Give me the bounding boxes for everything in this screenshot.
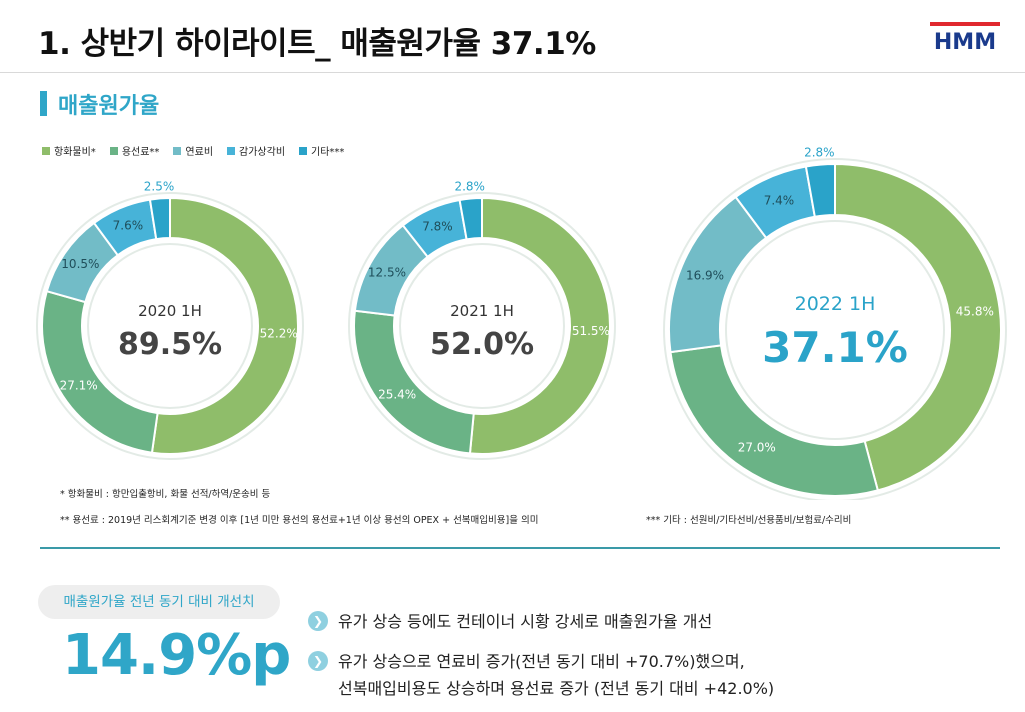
legend-swatch bbox=[227, 146, 236, 155]
segment-label: 10.5% bbox=[61, 257, 99, 271]
chevron-right-icon: ❯ bbox=[308, 651, 328, 671]
donut-segment bbox=[45, 221, 120, 304]
footnote-charter: ** 용선료 : 2019년 리스회계기준 변경 이후 [1년 미만 용선의 용… bbox=[60, 515, 539, 526]
summary-bullet-1: ❯ 유가 상승 등에도 컨테이너 시황 강세로 매출원가율 개선 bbox=[308, 608, 712, 635]
ratio-value: 89.5% bbox=[118, 327, 222, 362]
page-title: 1. 상반기 하이라이트_ 매출원가율 37.1% bbox=[38, 26, 596, 62]
legend-item-depreciation: 감가상각비 bbox=[227, 143, 285, 158]
donut-segment bbox=[468, 196, 611, 455]
legend-item-charter: 용선료** bbox=[109, 143, 160, 158]
legend-swatch bbox=[42, 146, 50, 155]
improvement-label-pill: 매출원가율 전년 동기 대비 개선치 bbox=[38, 585, 280, 619]
segment-label: 45.8% bbox=[956, 305, 994, 319]
segment-label: 7.4% bbox=[764, 194, 795, 208]
ratio-value: 52.0% bbox=[430, 327, 534, 362]
outer-guide-ring bbox=[36, 192, 304, 460]
legend-label: 기타*** bbox=[311, 147, 345, 158]
legend-label: 항화물비* bbox=[54, 147, 96, 158]
donut-segment bbox=[353, 223, 430, 317]
legend-label: 감가상각비 bbox=[239, 147, 286, 158]
outer-guide-ring bbox=[663, 158, 1007, 500]
donut-segment bbox=[804, 162, 836, 218]
segment-label: 7.8% bbox=[422, 220, 453, 234]
ratio-value: 37.1% bbox=[762, 323, 908, 372]
segment-label: 51.5% bbox=[572, 324, 610, 338]
segment-label: 7.6% bbox=[113, 218, 144, 232]
bullet-text: 유가 상승으로 연료비 증가(전년 동기 대비 +70.7%)했으며, 선복매입… bbox=[338, 648, 774, 702]
donut-segment bbox=[353, 309, 475, 455]
segment-label: 27.1% bbox=[60, 378, 98, 392]
section-divider bbox=[40, 547, 1000, 549]
legend-swatch bbox=[299, 146, 308, 155]
segment-label: 2.8% bbox=[804, 146, 835, 160]
logo-text: HMM bbox=[934, 30, 996, 52]
legend-label: 연료비 bbox=[185, 147, 214, 158]
donut-segment bbox=[150, 196, 299, 455]
segment-label: 12.5% bbox=[368, 266, 406, 280]
donut-segment bbox=[458, 196, 483, 241]
inner-guide-ring bbox=[87, 243, 253, 409]
segment-label: 52.2% bbox=[260, 327, 298, 341]
segment-label: 16.9% bbox=[686, 268, 724, 282]
legend-swatch bbox=[173, 146, 182, 155]
improvement-value: 14.9%p bbox=[62, 623, 291, 688]
legend-swatch bbox=[109, 146, 118, 155]
donut-segment bbox=[669, 344, 880, 497]
footnote-other: *** 기타 : 선원비/기타선비/선용품비/보험료/수리비 bbox=[646, 515, 852, 526]
summary-bullet-2: ❯ 유가 상승으로 연료비 증가(전년 동기 대비 +70.7%)했으며, 선복… bbox=[308, 648, 774, 702]
inner-guide-ring bbox=[725, 220, 945, 440]
donut-segment bbox=[734, 165, 817, 240]
section-marker bbox=[40, 91, 47, 116]
bullet-line: 유가 상승으로 연료비 증가(전년 동기 대비 +70.7%)했으며, bbox=[338, 652, 745, 671]
outer-guide-ring bbox=[348, 192, 616, 460]
donut-segment bbox=[92, 198, 158, 257]
donut-segment bbox=[401, 198, 468, 259]
inner-guide-ring bbox=[399, 243, 565, 409]
chevron-right-icon: ❯ bbox=[308, 611, 328, 631]
period-label: 2021 1H bbox=[450, 302, 514, 320]
period-label: 2022 1H bbox=[795, 293, 876, 315]
donut-segment bbox=[668, 195, 768, 354]
segment-label: 2.5% bbox=[144, 179, 175, 193]
bullet-line: 선복매입비용도 상승하며 용선료 증가 (전년 동기 대비 +42.0%) bbox=[338, 679, 775, 698]
legend-item-other: 기타*** bbox=[299, 143, 344, 158]
chart-legend: 항화물비* 용선료** 연료비 감가상각비 기타*** bbox=[42, 143, 344, 158]
segment-label: 27.0% bbox=[738, 440, 776, 454]
donut-segment bbox=[41, 289, 159, 454]
donut-segment bbox=[148, 196, 171, 241]
donut-charts: 52.2% 27.1% 10.5% 7.6% 2.5% 2020 1H 89.5% 51.5%… bbox=[36, 146, 1007, 500]
bullet-text: 유가 상승 등에도 컨테이너 시황 강세로 매출원가율 개선 bbox=[338, 612, 713, 631]
segment-label: 2.8% bbox=[454, 180, 485, 194]
period-label: 2020 1H bbox=[138, 302, 202, 320]
hmm-logo: HMM bbox=[930, 22, 1000, 52]
legend-item-fuel: 연료비 bbox=[173, 143, 213, 158]
segment-label: 25.4% bbox=[378, 387, 416, 401]
donut-segment bbox=[834, 162, 1002, 492]
footnote-freight: * 항화물비 : 항만입출항비, 화물 선적/하역/운송비 등 bbox=[60, 489, 271, 500]
legend-label: 용선료** bbox=[121, 147, 160, 158]
legend-item-freight: 항화물비* bbox=[42, 143, 96, 158]
title-divider bbox=[0, 72, 1025, 73]
section-title: 매출원가율 bbox=[58, 94, 160, 119]
